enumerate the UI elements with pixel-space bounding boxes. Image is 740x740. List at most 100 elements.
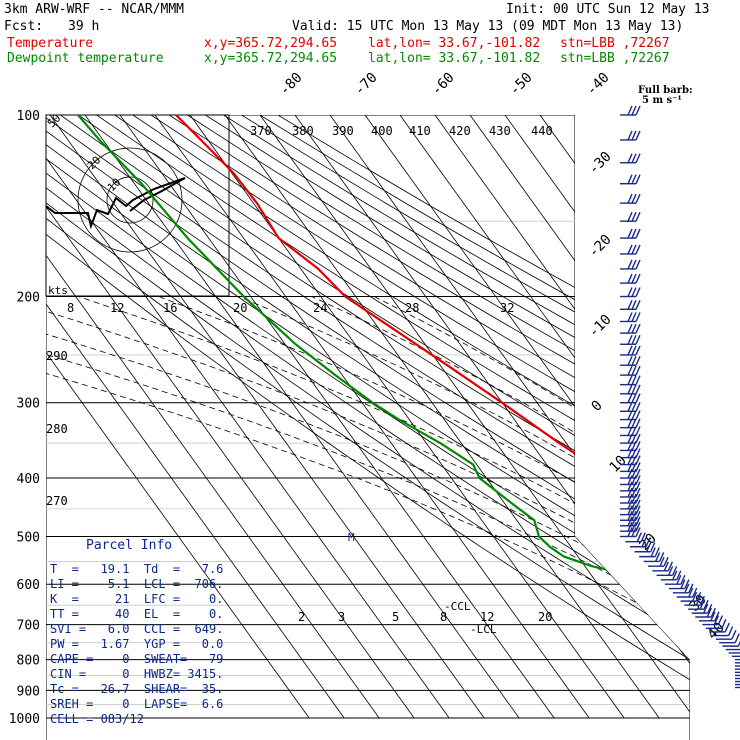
chart-header: 3km ARW-WRF -- NCAR/MMM Init: 00 UTC Sun…	[0, 0, 740, 70]
wind-barb-flag	[717, 615, 724, 625]
wind-barb	[698, 611, 720, 622]
isotherm-label: -50	[507, 70, 536, 99]
station-readout-temperature: stn=LBB ,72267	[560, 36, 670, 51]
wind-barb-flag	[631, 287, 637, 297]
wind-barb-flag	[635, 375, 641, 385]
wind-barb-flag	[641, 537, 647, 548]
hodograph-speed-label: 32	[500, 301, 514, 315]
parcel-row: PW = 1.67 YGP = 0.0	[50, 637, 224, 651]
wind-barb-flag	[627, 505, 633, 515]
pressure-label: 600	[17, 578, 40, 593]
pressure-label: 400	[17, 472, 40, 487]
dry-adiabat	[114, 115, 690, 719]
wind-barb-flag	[627, 153, 633, 164]
wind-barb-flag	[627, 402, 633, 412]
dry-adiabat	[46, 115, 690, 719]
wind-barb-flag	[635, 365, 641, 376]
moist-adiabat	[46, 296, 690, 719]
wind-barb-flag	[627, 468, 633, 479]
wind-barb-flag	[688, 587, 694, 598]
wind-barb	[620, 334, 641, 345]
parcel-row: Tc = 26.7 SHEAR= 35.	[50, 682, 224, 696]
isotherm-line	[46, 115, 450, 719]
wind-barb	[620, 259, 641, 270]
wind-barb-flag	[627, 493, 633, 504]
dry-adiabat	[132, 115, 690, 719]
wind-barb-flag	[631, 475, 637, 485]
wind-barb	[620, 505, 641, 516]
wind-barb	[735, 665, 740, 667]
isotherm-line	[504, 115, 690, 719]
wind-barb-flag	[667, 561, 673, 572]
wind-barb	[672, 583, 694, 594]
wind-barb-flag	[635, 323, 641, 334]
wind-barb-flag	[631, 105, 637, 116]
mixing-ratio-label: 12	[480, 610, 494, 624]
wind-barb-flag	[627, 345, 633, 356]
wind-barb-flag	[695, 591, 702, 602]
wind-barb-flag	[649, 542, 656, 553]
wind-barb	[668, 579, 690, 590]
wind-barb-flag	[635, 228, 641, 239]
wind-barb-flag	[631, 312, 637, 322]
wind-barb-flag	[650, 547, 656, 557]
isotherm-label: -10	[586, 312, 615, 341]
wind-barb	[735, 671, 740, 674]
wind-barb-flag	[627, 287, 633, 297]
barb-legend-title: Full barb:	[638, 85, 693, 96]
wind-barb	[625, 532, 646, 543]
wind-barb-flag	[635, 193, 641, 204]
mixing-ratio-label: 20	[538, 610, 552, 624]
isotherm-line	[46, 115, 415, 719]
theta-label: 410	[409, 124, 431, 138]
isotherm-line	[46, 115, 380, 719]
isotherm-label: -70	[352, 70, 381, 99]
wind-barb-flag	[727, 626, 734, 636]
wind-barb	[702, 615, 724, 626]
barb-legend: Full barb: 5 m s⁻¹	[638, 86, 693, 106]
wind-barb	[620, 228, 641, 239]
wind-barb-flag	[635, 384, 641, 395]
dry-adiabat	[46, 115, 690, 719]
wind-barb-flag	[631, 211, 637, 222]
wind-barb-flag	[724, 622, 730, 633]
wind-barb	[620, 510, 641, 521]
wind-barb-flag	[707, 603, 713, 614]
wind-barb-flag	[635, 345, 641, 356]
wind-barb-flag	[663, 556, 669, 567]
wind-barb	[620, 193, 641, 204]
wind-barb-flag	[631, 516, 637, 527]
theta-label: 430	[489, 124, 511, 138]
wind-barb	[620, 410, 641, 421]
pressure-label: 900	[17, 684, 40, 699]
wind-barb-flag	[635, 130, 641, 141]
wind-barb-flag	[631, 499, 637, 510]
dry-adiabat	[46, 115, 690, 719]
wind-barb	[620, 475, 641, 486]
wind-barb-flag	[627, 481, 633, 492]
wind-barb-flag	[631, 481, 637, 492]
wind-barb	[620, 393, 641, 404]
wind-barb-flag	[627, 499, 633, 510]
isotherm-label: -80	[277, 70, 306, 99]
valid-time: Valid: 15 UTC Mon 13 May 13 (09 MDT Mon …	[292, 19, 684, 34]
hodograph-ring-label: 50	[45, 112, 64, 131]
ccl-marker: -CCL	[444, 600, 471, 613]
wind-barb	[652, 561, 673, 572]
wind-barb	[620, 323, 641, 334]
wind-barb-flag	[631, 259, 637, 270]
wind-barb-flag	[635, 441, 641, 451]
theta-label-low: 280	[46, 422, 68, 436]
wind-barb	[735, 686, 740, 689]
hodograph-speed-label: 28	[405, 301, 419, 315]
wind-barb-flag	[635, 393, 641, 403]
wind-barb	[620, 287, 641, 298]
wind-barb-flag	[655, 552, 661, 562]
wind-barb-flag	[627, 475, 633, 485]
moist-adiabat	[78, 296, 690, 719]
wind-barb	[620, 516, 641, 527]
dry-adiabat	[46, 115, 690, 719]
wind-barb	[620, 312, 641, 323]
xy-readout-temperature: x,y=365.72,294.65	[204, 36, 338, 51]
parcel-row: T = 19.1 Td = 7.6	[50, 562, 224, 576]
